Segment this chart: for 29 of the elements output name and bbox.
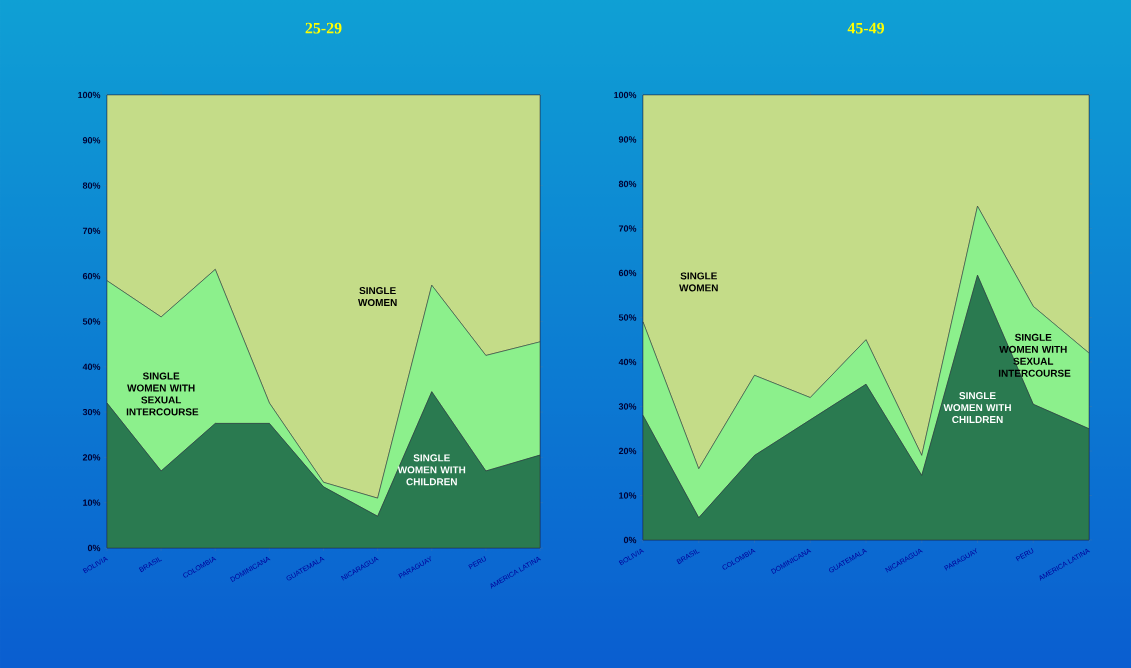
- y-tick-label: 40%: [618, 358, 637, 366]
- y-tick-label: 30%: [618, 403, 637, 410]
- y-tick-label: 50%: [82, 318, 101, 325]
- y-tick-label: 60%: [82, 273, 101, 280]
- y-tick-label: 80%: [618, 180, 637, 188]
- y-tick-label: 20%: [618, 447, 637, 455]
- y-tick-label: 70%: [82, 227, 101, 235]
- y-tick-label: 20%: [82, 454, 101, 461]
- y-tick-label: 80%: [82, 182, 101, 189]
- y-tick-label: 100%: [614, 91, 637, 99]
- series-label: SINGLE WOMEN: [679, 272, 718, 292]
- y-tick-label: 0%: [87, 544, 101, 552]
- series-label: SINGLE WOMEN WITH CHILDREN: [943, 392, 1011, 424]
- y-tick-label: 40%: [82, 363, 101, 370]
- y-tick-label: 50%: [618, 314, 637, 321]
- y-tick-label: 30%: [82, 408, 101, 416]
- y-tick-label: 0%: [623, 536, 637, 544]
- series-label: SINGLE WOMEN WITH CHILDREN: [397, 454, 466, 486]
- y-tick-label: 10%: [83, 499, 101, 506]
- y-tick-label: 10%: [619, 492, 637, 499]
- series-label: SINGLE WOMEN: [358, 287, 397, 307]
- series-label: SINGLE WOMEN WITH SEXUAL INTERCOURSE: [126, 372, 199, 416]
- y-tick-label: 90%: [618, 136, 637, 143]
- chart-title: 25-29: [305, 22, 342, 34]
- y-tick-label: 90%: [82, 137, 101, 144]
- y-tick-label: 100%: [78, 91, 101, 99]
- y-tick-label: 70%: [618, 225, 637, 232]
- y-tick-label: 60%: [618, 269, 637, 277]
- chart-title: 45-49: [847, 22, 885, 34]
